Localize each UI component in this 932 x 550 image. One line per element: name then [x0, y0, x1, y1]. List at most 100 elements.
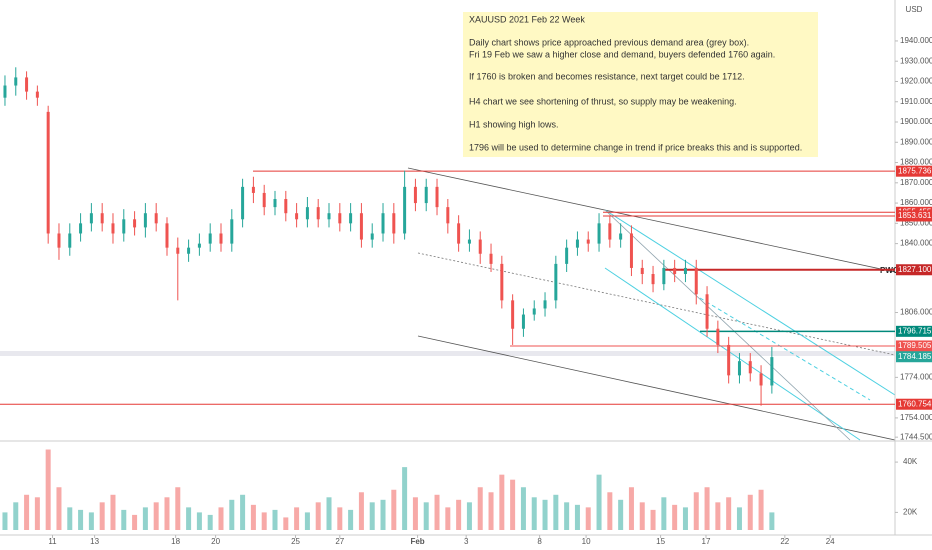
volume-bar — [456, 499, 462, 530]
note-line: Daily chart shows price approached previ… — [469, 37, 749, 47]
volume-bar — [88, 512, 94, 530]
volume-bar — [315, 502, 321, 530]
volume-bar — [261, 512, 267, 530]
volume-bar — [585, 507, 591, 530]
note-box — [463, 12, 818, 157]
level-tag-label: 1875.736 — [898, 166, 932, 175]
x-tick-label: 27 — [335, 537, 344, 546]
y-tick-label: 1890.000 — [900, 137, 932, 146]
candle-body — [295, 213, 299, 220]
level-tag-label: 1827.100 — [898, 265, 932, 274]
volume-bar — [153, 502, 159, 530]
level-tag-box — [896, 165, 932, 177]
candle-body — [100, 213, 104, 224]
note: XAUUSD 2021 Feb 22 Week Daily chart show… — [463, 12, 818, 157]
volume-bar — [110, 494, 116, 530]
trend-line — [604, 267, 861, 441]
candle-body — [565, 247, 569, 264]
candle-body — [532, 308, 536, 315]
candle-body — [327, 213, 331, 220]
volume-bar — [229, 499, 235, 530]
candle-body — [176, 247, 180, 254]
volume-bar — [434, 494, 440, 530]
candle-body — [46, 111, 50, 234]
note-line: If 1760 is broken and becomes resistance… — [469, 71, 745, 81]
candle-body — [133, 219, 137, 228]
y-tick-label: 1920.000 — [900, 77, 932, 86]
y-tick-label: 20K — [903, 508, 918, 517]
volume-bar — [531, 497, 537, 530]
candle-body — [597, 223, 601, 244]
trend-line — [604, 209, 851, 441]
candle-body — [435, 186, 439, 208]
volume-bar — [56, 487, 62, 530]
volume-bar — [358, 492, 364, 530]
volume-bar — [164, 497, 170, 530]
volume-bar — [67, 507, 73, 530]
volume-bar — [693, 492, 699, 530]
candle-body — [349, 213, 353, 224]
volume-bar — [769, 512, 775, 530]
volume-bar — [369, 502, 375, 530]
y-tick-label: 1940.000 — [900, 36, 932, 45]
candle-body — [673, 267, 677, 275]
level-tag-box — [896, 398, 932, 410]
volume-bar — [218, 507, 224, 530]
current-price-band — [0, 351, 895, 356]
x-tick-label: 3 — [464, 537, 469, 546]
candle-body — [381, 213, 385, 234]
candle-body — [619, 233, 623, 240]
volume-bar — [24, 494, 30, 530]
x-tick-label: 25 — [291, 537, 300, 546]
volume-bar — [196, 512, 202, 530]
x-tick-label: 17 — [702, 537, 711, 546]
volume-bar — [132, 514, 138, 530]
volume-bar — [736, 507, 742, 530]
volume-bar — [564, 502, 570, 530]
candle-body — [629, 233, 633, 268]
candle-body — [662, 267, 666, 285]
note-line: H4 chart we see shortening of thrust, so… — [469, 96, 737, 106]
volume-bar — [45, 449, 51, 530]
candle-body — [111, 223, 115, 234]
candle-body — [392, 213, 396, 234]
candle-body — [446, 207, 450, 224]
volume-bar — [520, 487, 526, 530]
volume-bar — [682, 507, 688, 530]
volume-bar — [639, 502, 645, 530]
candle-body — [575, 239, 579, 248]
candle-body — [727, 344, 731, 376]
volume-bar — [78, 509, 84, 530]
volume-bar — [747, 494, 753, 530]
volume-bar — [510, 479, 516, 530]
volume-bar — [618, 499, 624, 530]
volume-bar — [250, 504, 256, 530]
note-title: XAUUSD 2021 Feb 22 Week — [469, 14, 585, 24]
volume-bar — [628, 487, 634, 530]
volume-bar — [672, 504, 678, 530]
candle-body — [748, 361, 752, 374]
volume-bar — [477, 487, 483, 530]
candle-body — [457, 223, 461, 244]
volume-bar — [391, 489, 397, 530]
candle-body — [219, 233, 223, 244]
candle-body — [424, 186, 428, 204]
candle-body — [478, 239, 482, 254]
candle-body — [208, 233, 212, 244]
candle-body — [640, 267, 644, 275]
y-tick-label: 1910.000 — [900, 97, 932, 106]
y-tick-label: 1850.000 — [900, 218, 932, 227]
candle-body — [554, 263, 558, 301]
candle-body — [316, 207, 320, 220]
level-tag-label: 1789.505 — [898, 341, 932, 350]
volume-bar — [175, 487, 181, 530]
note-line: 1796 will be used to determine change in… — [469, 142, 802, 152]
dotted-line — [417, 252, 896, 356]
candle-body — [197, 243, 201, 248]
note-line: Fri 19 Feb we saw a higher close and dem… — [469, 49, 775, 59]
level-tag-box — [896, 351, 932, 363]
candle-body — [25, 77, 29, 92]
candle-body — [705, 294, 709, 329]
level-tag-box — [896, 210, 932, 222]
